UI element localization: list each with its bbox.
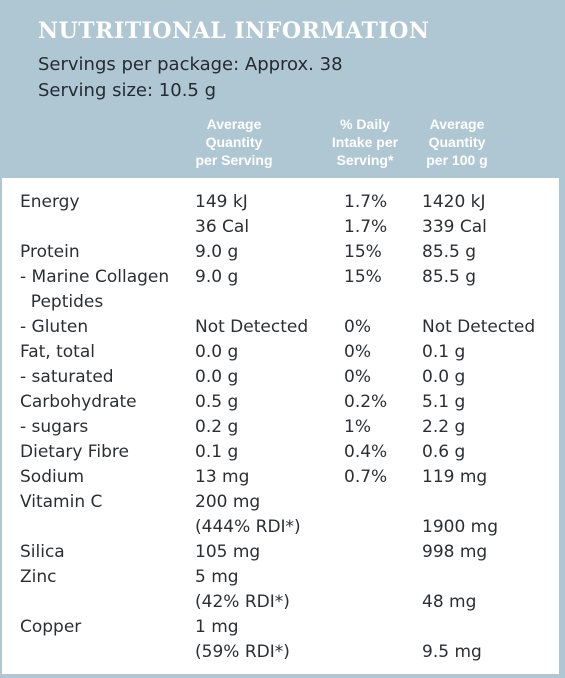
per-100g-value: 85.5 g xyxy=(422,242,477,262)
per-serving-value: 105 mg xyxy=(195,542,261,562)
per-serving-value: 0.1 g xyxy=(195,442,239,462)
daily-intake-value: 0% xyxy=(344,317,371,337)
daily-intake-value: 0.2% xyxy=(344,392,388,412)
daily-intake-value: 15% xyxy=(344,242,382,262)
per-serving-value: 0.0 g xyxy=(195,367,239,387)
nutrient-name: Zinc xyxy=(20,567,57,587)
nutrient-name: - sugars xyxy=(20,417,89,437)
per-serving-value: 0.0 g xyxy=(195,342,239,362)
table-row: Fat, total 0.0 g 0% 0.1 g xyxy=(2,340,559,365)
nutrient-name: - Gluten xyxy=(20,317,89,337)
table-row: Copper 1 mg xyxy=(2,615,559,640)
daily-intake-value: 1.7% xyxy=(344,192,388,212)
per-100g-value: 85.5 g xyxy=(422,267,477,287)
per-100g-value: 119 mg xyxy=(422,467,488,487)
nutrient-name: Copper xyxy=(20,617,82,637)
per-100g-value: 5.1 g xyxy=(422,392,466,412)
per-100g-value: 48 mg xyxy=(422,592,477,612)
table-row: (42% RDI*) 48 mg xyxy=(2,590,559,615)
table-row: Carbohydrate 0.5 g 0.2% 5.1 g xyxy=(2,390,559,415)
per-100g-value: Not Detected xyxy=(422,317,536,337)
table-row: Dietary Fibre 0.1 g 0.4% 0.6 g xyxy=(2,440,559,465)
nutrient-name: Peptides xyxy=(20,292,104,312)
per-serving-value: (42% RDI*) xyxy=(195,592,290,612)
nutrition-table: Energy 149 kJ 1.7% 1420 kJ 36 Cal 1.7% 3… xyxy=(2,178,559,674)
per-100g-value: 998 mg xyxy=(422,542,488,562)
daily-intake-value: 1.7% xyxy=(344,217,388,237)
nutrient-name: Sodium xyxy=(20,467,85,487)
per-serving-value: (444% RDI*) xyxy=(195,517,301,537)
table-row: Vitamin C 200 mg xyxy=(2,490,559,515)
per-serving-value: 13 mg xyxy=(195,467,250,487)
nutrient-name: Dietary Fibre xyxy=(20,442,129,462)
per-100g-value: 0.6 g xyxy=(422,442,466,462)
per-100g-value: 339 Cal xyxy=(422,217,487,237)
per-serving-value: 149 kJ xyxy=(195,192,248,212)
per-serving-value: 5 mg xyxy=(195,567,239,587)
per-serving-value: 0.5 g xyxy=(195,392,239,412)
per-serving-value: 0.2 g xyxy=(195,417,239,437)
daily-intake-value: 0% xyxy=(344,367,371,387)
servings-per-package: Servings per package: Approx. 38 xyxy=(38,54,343,75)
header-per-100g: Average Quantity per 100 g xyxy=(426,116,488,168)
table-row: (59% RDI*) 9.5 mg xyxy=(2,640,559,665)
per-serving-value: 36 Cal xyxy=(195,217,250,237)
daily-intake-value: 15% xyxy=(344,267,382,287)
table-row: - Gluten Not Detected 0% Not Detected xyxy=(2,315,559,340)
table-row: Peptides xyxy=(2,290,559,315)
nutrient-name: Fat, total xyxy=(20,342,95,362)
per-serving-value: Not Detected xyxy=(195,317,309,337)
daily-intake-value: 0% xyxy=(344,342,371,362)
nutrient-name: Silica xyxy=(20,542,65,562)
table-row: Energy 149 kJ 1.7% 1420 kJ xyxy=(2,190,559,215)
table-row: - sugars 0.2 g 1% 2.2 g xyxy=(2,415,559,440)
table-row: Silica 105 mg 998 mg xyxy=(2,540,559,565)
nutrient-name: - saturated xyxy=(20,367,114,387)
nutrient-name: Protein xyxy=(20,242,80,262)
per-100g-value: 1420 kJ xyxy=(422,192,486,212)
nutrient-name: Vitamin C xyxy=(20,492,103,512)
per-100g-value: 2.2 g xyxy=(422,417,466,437)
table-row: Sodium 13 mg 0.7% 119 mg xyxy=(2,465,559,490)
per-serving-value: 200 mg xyxy=(195,492,261,512)
per-serving-value: 9.0 g xyxy=(195,267,239,287)
daily-intake-value: 1% xyxy=(344,417,371,437)
table-row: - saturated 0.0 g 0% 0.0 g xyxy=(2,365,559,390)
table-row: Zinc 5 mg xyxy=(2,565,559,590)
per-100g-value: 0.1 g xyxy=(422,342,466,362)
table-row: (444% RDI*) 1900 mg xyxy=(2,515,559,540)
header-daily-intake: % Daily Intake per Serving* xyxy=(331,116,399,168)
per-serving-value: 1 mg xyxy=(195,617,239,637)
daily-intake-value: 0.7% xyxy=(344,467,388,487)
panel-title: NUTRITIONAL INFORMATION xyxy=(38,18,430,44)
per-100g-value: 0.0 g xyxy=(422,367,466,387)
table-row: 36 Cal 1.7% 339 Cal xyxy=(2,215,559,240)
daily-intake-value: 0.4% xyxy=(344,442,388,462)
nutrient-name: - Marine Collagen xyxy=(20,267,170,287)
table-row: - Marine Collagen 9.0 g 15% 85.5 g xyxy=(2,265,559,290)
per-100g-value: 1900 mg xyxy=(422,517,499,537)
serving-size: Serving size: 10.5 g xyxy=(38,80,217,101)
nutrient-name: Energy xyxy=(20,192,80,212)
per-serving-value: 9.0 g xyxy=(195,242,239,262)
nutrient-name: Carbohydrate xyxy=(20,392,137,412)
per-serving-value: (59% RDI*) xyxy=(195,642,290,662)
per-100g-value: 9.5 mg xyxy=(422,642,482,662)
table-row: Protein 9.0 g 15% 85.5 g xyxy=(2,240,559,265)
header-per-serving: Average Quantity per Serving xyxy=(195,116,273,168)
